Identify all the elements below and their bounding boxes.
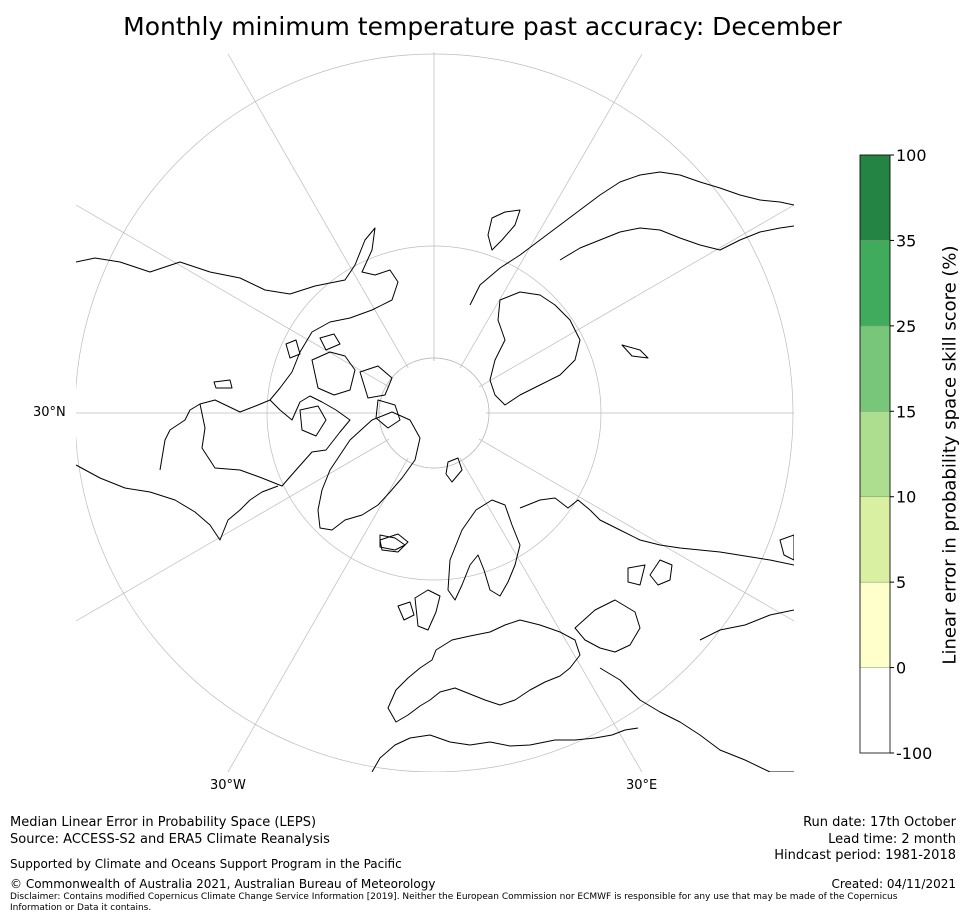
colorbar-bin-5 (859, 240, 891, 327)
coastlines (76, 171, 794, 772)
coastline-europe (447, 499, 521, 601)
colorbar-tick-label: 15 (896, 402, 916, 421)
coastline-north-america (76, 227, 399, 487)
colorbar-bin-3 (859, 411, 891, 497)
footer-lead-time: Lead time: 2 month (828, 832, 956, 847)
colorbar-tick-label: 25 (896, 317, 916, 336)
colorbar-bin-1 (859, 581, 891, 668)
colorbar-tick-label: 0 (896, 659, 906, 678)
footer-support: Supported by Climate and Oceans Support … (10, 857, 402, 871)
colorbar-tick-label: 5 (896, 573, 906, 592)
colorbar-title: Linear error in probability space skill … (939, 245, 961, 665)
lon-label-30e: 30°E (626, 778, 658, 793)
colorbar-bin-0 (860, 667, 890, 753)
footer-created: Created: 04/11/2021 (831, 877, 956, 891)
colorbar-bin-4 (859, 325, 891, 412)
graticule (76, 52, 794, 772)
map-title: Monthly minimum temperature past accurac… (123, 12, 842, 41)
coastline-greenland (317, 411, 421, 531)
colorbar-tick-label: 35 (896, 231, 916, 250)
footer-run-date: Run date: 17th October (803, 815, 956, 830)
colorbar-bin-6 (859, 154, 891, 241)
colorbar-bin-2 (859, 496, 891, 583)
footer-hindcast: Hindcast period: 1981-2018 (774, 848, 956, 863)
footer-copyright: © Commonwealth of Australia 2021, Austra… (10, 877, 436, 891)
coastline-asia (469, 171, 794, 306)
footer-source: Source: ACCESS-S2 and ERA5 Climate Reana… (10, 832, 330, 847)
footer-leps: Median Linear Error in Probability Space… (10, 815, 317, 830)
colorbar-tick-label: 10 (896, 488, 916, 507)
lon-label-30w: 30°W (210, 778, 246, 793)
footer-disclaimer: Disclaimer: Contains modified Copernicus… (10, 892, 898, 913)
lat-label-30n: 30°N (33, 405, 66, 420)
colorbar-tick-label: 100 (896, 146, 927, 165)
coastline-africa (371, 727, 639, 772)
colorbar-frame (859, 154, 891, 754)
colorbar-tick-label: -100 (896, 744, 932, 763)
